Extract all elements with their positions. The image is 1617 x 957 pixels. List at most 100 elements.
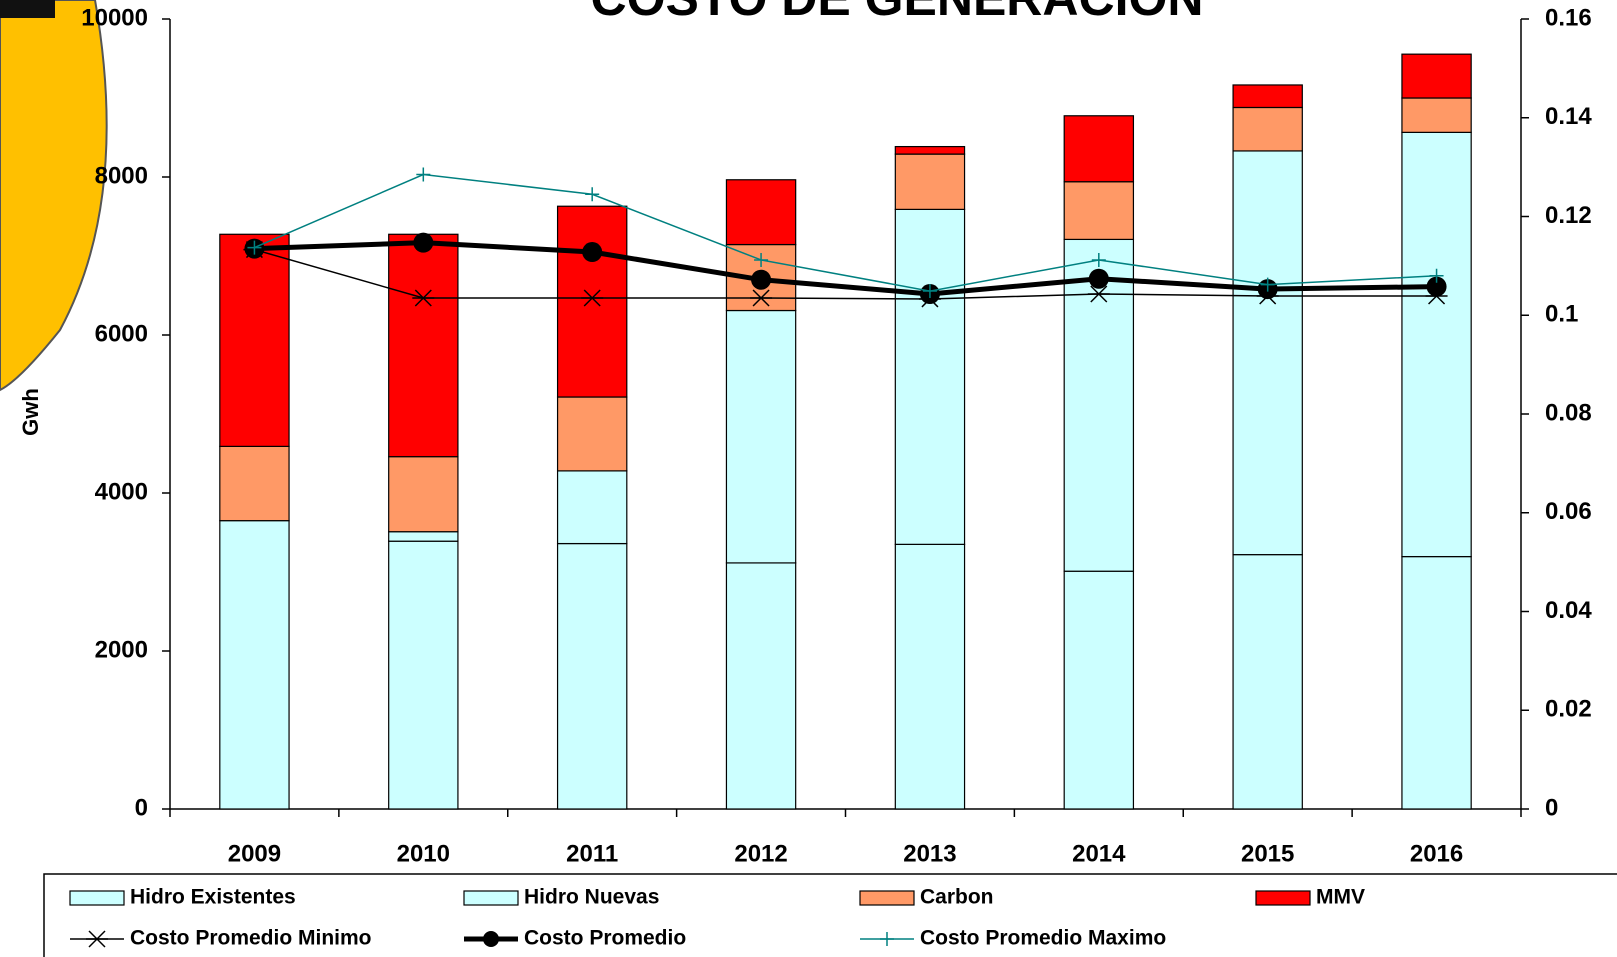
legend-label: MMV (1316, 886, 1365, 909)
marker (1088, 268, 1109, 289)
marker-dot (483, 931, 499, 947)
bar (894, 543, 966, 810)
bar (1063, 238, 1135, 572)
marker (1091, 252, 1106, 267)
marker-plus (1260, 277, 1275, 292)
bar (725, 562, 797, 810)
x-tick-label: 2014 (1072, 840, 1126, 867)
y2-tick-label: 0.14 (1545, 103, 1592, 130)
bar (556, 542, 628, 810)
legend-marker (880, 932, 894, 946)
x-tick-label: 2015 (1241, 840, 1294, 867)
x-tick-label: 2013 (903, 840, 956, 867)
x-tick-label: 2011 (566, 840, 618, 867)
bar (219, 445, 290, 522)
marker (581, 289, 604, 307)
marker-plus (1429, 268, 1444, 283)
bar (1232, 84, 1303, 109)
marker-dot (1088, 268, 1109, 289)
line (254, 240, 1437, 297)
bar (725, 179, 797, 246)
legend-label: Hidro Nuevas (524, 886, 659, 909)
bar (388, 540, 459, 810)
marker-dot (1426, 276, 1447, 297)
bar (1401, 97, 1472, 133)
marker (1087, 285, 1110, 303)
bar (894, 153, 966, 210)
bar (219, 520, 290, 810)
line (254, 248, 1437, 300)
bar (556, 470, 628, 545)
y-tick-label: 6000 (95, 320, 148, 347)
x-tick-label: 2016 (1410, 840, 1463, 867)
legend-swatch (463, 890, 519, 906)
marker-dot (751, 269, 772, 290)
bar (1232, 554, 1303, 810)
y-tick-label: 10000 (81, 4, 148, 31)
legend-label: Costo Promedio Minimo (130, 927, 372, 950)
y2-tick-label: 0.1 (1545, 301, 1578, 328)
decoration (0, 0, 55, 18)
marker-plus (754, 252, 769, 267)
marker (413, 232, 434, 253)
bar (1232, 106, 1303, 152)
marker (754, 252, 769, 267)
y2-tick-label: 0.12 (1545, 202, 1592, 229)
marker-star (1087, 285, 1110, 303)
marker (922, 284, 937, 299)
bar (1401, 53, 1472, 99)
legend-label: Costo Promedio (524, 927, 686, 950)
x-tick-label: 2012 (734, 840, 787, 867)
line (254, 173, 1437, 292)
marker (750, 289, 773, 307)
marker (582, 242, 603, 263)
marker (412, 289, 435, 307)
y2-tick-label: 0.08 (1545, 399, 1592, 426)
decoration (0, 0, 108, 392)
bar (388, 531, 459, 542)
marker (751, 269, 772, 290)
marker-star (581, 289, 604, 307)
y2-tick-label: 0.16 (1545, 4, 1592, 31)
bar (894, 145, 966, 155)
marker-plus (416, 167, 431, 182)
y-tick-label: 2000 (95, 636, 148, 663)
y-axis-label: Gwh (18, 388, 43, 436)
legend-label: Carbon (920, 886, 994, 909)
legend-swatch (69, 890, 125, 906)
marker-star (750, 289, 773, 307)
marker-plus (585, 187, 600, 202)
bar (1063, 115, 1135, 183)
legend-swatch (859, 890, 915, 906)
marker-star (86, 930, 108, 948)
bar (725, 309, 797, 564)
x-tick-label: 2009 (228, 840, 281, 867)
bar (219, 233, 290, 447)
marker-plus (1091, 252, 1106, 267)
legend-label: Costo Promedio Maximo (920, 927, 1166, 950)
marker (1260, 277, 1275, 292)
bar (388, 233, 459, 458)
marker-plus (880, 932, 894, 946)
marker (1429, 268, 1444, 283)
y2-tick-label: 0 (1545, 794, 1558, 821)
bar (894, 208, 966, 545)
bar (1401, 131, 1472, 558)
y-tick-label: 4000 (95, 478, 148, 505)
marker-plus (247, 240, 262, 255)
marker (1426, 276, 1447, 297)
bar (1063, 181, 1135, 241)
bar (388, 456, 459, 533)
y2-tick-label: 0.06 (1545, 498, 1592, 525)
bar (1401, 555, 1472, 810)
legend-label: Hidro Existentes (130, 886, 296, 909)
legend-swatch (1255, 890, 1311, 906)
marker-dot (582, 242, 603, 263)
marker (585, 187, 600, 202)
legend-marker (483, 931, 499, 947)
bar (556, 205, 628, 398)
marker-star (412, 289, 435, 307)
y-tick-label: 8000 (95, 162, 148, 189)
chart-title: COSTO DE GENERACION (590, 0, 1203, 26)
